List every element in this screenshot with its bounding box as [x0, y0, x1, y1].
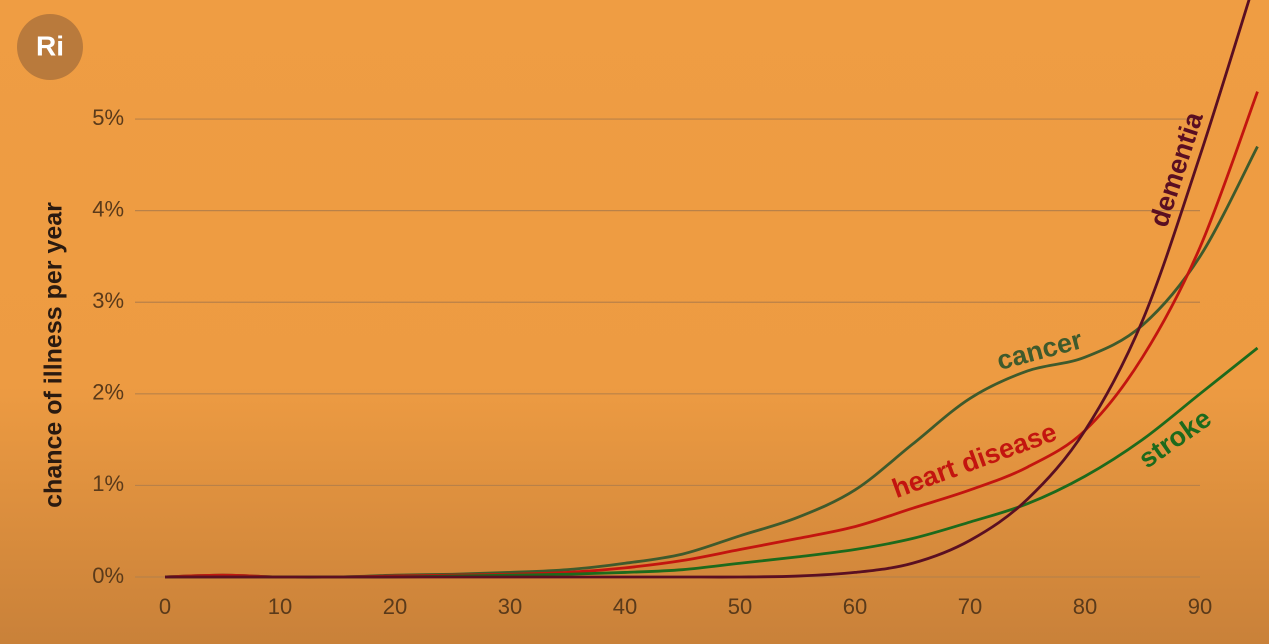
x-tick-label: 10 — [268, 594, 292, 619]
y-tick-label: 1% — [92, 471, 124, 496]
line-series — [165, 0, 1251, 579]
x-tick-label: 60 — [843, 594, 867, 619]
y-tick-label: 2% — [92, 380, 124, 405]
plot-area: 0% 1% 2% 3% 4% 5% 0 10 20 30 40 50 60 70 80 90 — [92, 0, 1259, 619]
y-tick-label: 5% — [92, 105, 124, 130]
logo: Ri — [36, 30, 64, 61]
x-tick-label: 0 — [159, 594, 171, 619]
y-tick-label: 3% — [92, 288, 124, 313]
y-axis-label: chance of illness per year — [40, 202, 68, 508]
x-tick-label: 70 — [958, 594, 982, 619]
y-tick-label: 0% — [92, 563, 124, 588]
x-tick-label: 30 — [498, 594, 522, 619]
y-tick-label: 4% — [92, 196, 124, 221]
x-tick-label: 80 — [1073, 594, 1097, 619]
x-tick-label: 20 — [383, 594, 407, 619]
logo-badge — [17, 14, 83, 80]
x-tick-label: 40 — [613, 594, 637, 619]
x-tick-label: 90 — [1188, 594, 1212, 619]
x-tick-label: 50 — [728, 594, 752, 619]
